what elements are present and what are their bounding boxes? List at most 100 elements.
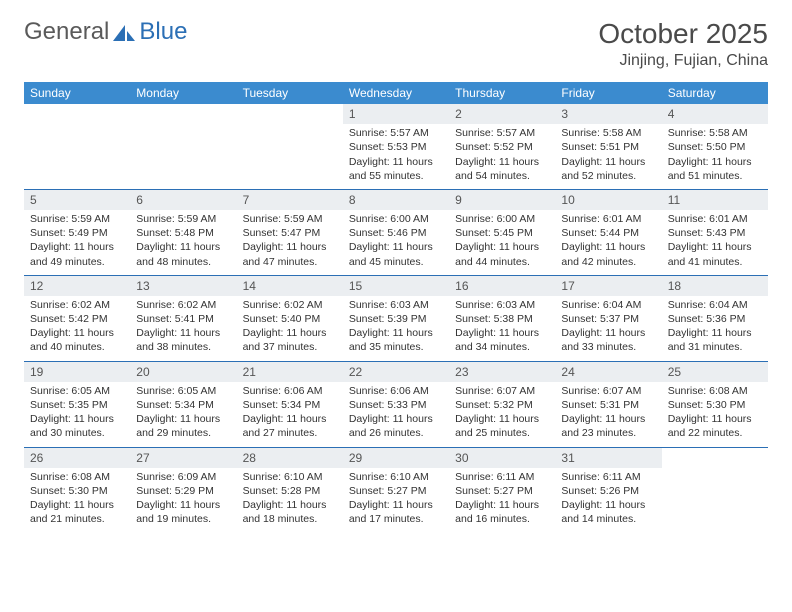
sunrise: Sunrise: 6:04 AM (561, 298, 655, 312)
day-number (662, 448, 768, 468)
day-number: 19 (24, 362, 130, 382)
daylight: Daylight: 11 hours and 23 minutes. (561, 412, 655, 440)
day-header-sat: Saturday (662, 82, 768, 104)
day-number: 23 (449, 362, 555, 382)
sunset: Sunset: 5:32 PM (455, 398, 549, 412)
calendar-cell: 14Sunrise: 6:02 AMSunset: 5:40 PMDayligh… (237, 276, 343, 361)
day-header-mon: Monday (130, 82, 236, 104)
cell-body: Sunrise: 6:01 AMSunset: 5:43 PMDaylight:… (662, 210, 768, 275)
daylight: Daylight: 11 hours and 40 minutes. (30, 326, 124, 354)
location: Jinjing, Fujian, China (598, 52, 768, 70)
sunset: Sunset: 5:42 PM (30, 312, 124, 326)
daylight: Daylight: 11 hours and 54 minutes. (455, 155, 549, 183)
day-number: 13 (130, 276, 236, 296)
daylight: Daylight: 11 hours and 38 minutes. (136, 326, 230, 354)
sunrise: Sunrise: 6:11 AM (455, 470, 549, 484)
daylight: Daylight: 11 hours and 48 minutes. (136, 240, 230, 268)
sunset: Sunset: 5:35 PM (30, 398, 124, 412)
daylight: Daylight: 11 hours and 31 minutes. (668, 326, 762, 354)
day-number: 3 (555, 104, 661, 124)
cell-body: Sunrise: 6:01 AMSunset: 5:44 PMDaylight:… (555, 210, 661, 275)
calendar-cell: 12Sunrise: 6:02 AMSunset: 5:42 PMDayligh… (24, 276, 130, 361)
daylight: Daylight: 11 hours and 51 minutes. (668, 155, 762, 183)
daylight: Daylight: 11 hours and 52 minutes. (561, 155, 655, 183)
sunrise: Sunrise: 6:10 AM (243, 470, 337, 484)
day-number: 27 (130, 448, 236, 468)
sunrise: Sunrise: 6:11 AM (561, 470, 655, 484)
sunset: Sunset: 5:28 PM (243, 484, 337, 498)
calendar-cell: 30Sunrise: 6:11 AMSunset: 5:27 PMDayligh… (449, 448, 555, 533)
sunset: Sunset: 5:31 PM (561, 398, 655, 412)
sunrise: Sunrise: 6:02 AM (243, 298, 337, 312)
day-number: 31 (555, 448, 661, 468)
day-number: 6 (130, 190, 236, 210)
sunrise: Sunrise: 5:57 AM (349, 126, 443, 140)
day-number: 12 (24, 276, 130, 296)
cell-body: Sunrise: 5:59 AMSunset: 5:48 PMDaylight:… (130, 210, 236, 275)
sunset: Sunset: 5:44 PM (561, 226, 655, 240)
calendar-week: 1Sunrise: 5:57 AMSunset: 5:53 PMDaylight… (24, 104, 768, 190)
sunset: Sunset: 5:47 PM (243, 226, 337, 240)
cell-body: Sunrise: 6:03 AMSunset: 5:39 PMDaylight:… (343, 296, 449, 361)
sunrise: Sunrise: 6:07 AM (455, 384, 549, 398)
daylight: Daylight: 11 hours and 37 minutes. (243, 326, 337, 354)
calendar-cell: 29Sunrise: 6:10 AMSunset: 5:27 PMDayligh… (343, 448, 449, 533)
logo-word-general: General (24, 18, 109, 46)
daylight: Daylight: 11 hours and 29 minutes. (136, 412, 230, 440)
sunrise: Sunrise: 5:57 AM (455, 126, 549, 140)
day-number: 7 (237, 190, 343, 210)
calendar-cell: 11Sunrise: 6:01 AMSunset: 5:43 PMDayligh… (662, 190, 768, 275)
daylight: Daylight: 11 hours and 55 minutes. (349, 155, 443, 183)
cell-body: Sunrise: 6:08 AMSunset: 5:30 PMDaylight:… (662, 382, 768, 447)
cell-body: Sunrise: 6:03 AMSunset: 5:38 PMDaylight:… (449, 296, 555, 361)
day-number: 24 (555, 362, 661, 382)
sunset: Sunset: 5:40 PM (243, 312, 337, 326)
cell-body: Sunrise: 5:57 AMSunset: 5:53 PMDaylight:… (343, 124, 449, 189)
sunrise: Sunrise: 6:04 AM (668, 298, 762, 312)
sunset: Sunset: 5:39 PM (349, 312, 443, 326)
sunrise: Sunrise: 6:01 AM (561, 212, 655, 226)
cell-body: Sunrise: 5:58 AMSunset: 5:51 PMDaylight:… (555, 124, 661, 189)
sunset: Sunset: 5:29 PM (136, 484, 230, 498)
day-header-row: Sunday Monday Tuesday Wednesday Thursday… (24, 82, 768, 104)
day-header-sun: Sunday (24, 82, 130, 104)
calendar-cell: 28Sunrise: 6:10 AMSunset: 5:28 PMDayligh… (237, 448, 343, 533)
sunrise: Sunrise: 6:07 AM (561, 384, 655, 398)
cell-body: Sunrise: 5:59 AMSunset: 5:47 PMDaylight:… (237, 210, 343, 275)
calendar-cell: 15Sunrise: 6:03 AMSunset: 5:39 PMDayligh… (343, 276, 449, 361)
calendar: Sunday Monday Tuesday Wednesday Thursday… (24, 82, 768, 532)
day-number (24, 104, 130, 124)
day-number: 4 (662, 104, 768, 124)
sunset: Sunset: 5:43 PM (668, 226, 762, 240)
sunrise: Sunrise: 5:59 AM (30, 212, 124, 226)
sail-icon (111, 22, 137, 42)
cell-body: Sunrise: 6:05 AMSunset: 5:35 PMDaylight:… (24, 382, 130, 447)
cell-body: Sunrise: 6:04 AMSunset: 5:36 PMDaylight:… (662, 296, 768, 361)
sunrise: Sunrise: 5:59 AM (243, 212, 337, 226)
daylight: Daylight: 11 hours and 35 minutes. (349, 326, 443, 354)
sunset: Sunset: 5:48 PM (136, 226, 230, 240)
daylight: Daylight: 11 hours and 42 minutes. (561, 240, 655, 268)
calendar-week: 5Sunrise: 5:59 AMSunset: 5:49 PMDaylight… (24, 190, 768, 276)
day-number: 29 (343, 448, 449, 468)
day-number (130, 104, 236, 124)
sunset: Sunset: 5:33 PM (349, 398, 443, 412)
calendar-cell: 21Sunrise: 6:06 AMSunset: 5:34 PMDayligh… (237, 362, 343, 447)
calendar-cell: 10Sunrise: 6:01 AMSunset: 5:44 PMDayligh… (555, 190, 661, 275)
header: General Blue October 2025 Jinjing, Fujia… (24, 18, 768, 70)
day-number: 17 (555, 276, 661, 296)
daylight: Daylight: 11 hours and 22 minutes. (668, 412, 762, 440)
sunset: Sunset: 5:27 PM (455, 484, 549, 498)
title-block: October 2025 Jinjing, Fujian, China (598, 18, 768, 70)
day-number: 2 (449, 104, 555, 124)
daylight: Daylight: 11 hours and 25 minutes. (455, 412, 549, 440)
sunset: Sunset: 5:38 PM (455, 312, 549, 326)
cell-body: Sunrise: 5:59 AMSunset: 5:49 PMDaylight:… (24, 210, 130, 275)
daylight: Daylight: 11 hours and 18 minutes. (243, 498, 337, 526)
cell-body: Sunrise: 6:04 AMSunset: 5:37 PMDaylight:… (555, 296, 661, 361)
sunset: Sunset: 5:30 PM (30, 484, 124, 498)
day-number: 1 (343, 104, 449, 124)
sunrise: Sunrise: 6:05 AM (136, 384, 230, 398)
sunrise: Sunrise: 6:03 AM (349, 298, 443, 312)
calendar-cell: 4Sunrise: 5:58 AMSunset: 5:50 PMDaylight… (662, 104, 768, 189)
